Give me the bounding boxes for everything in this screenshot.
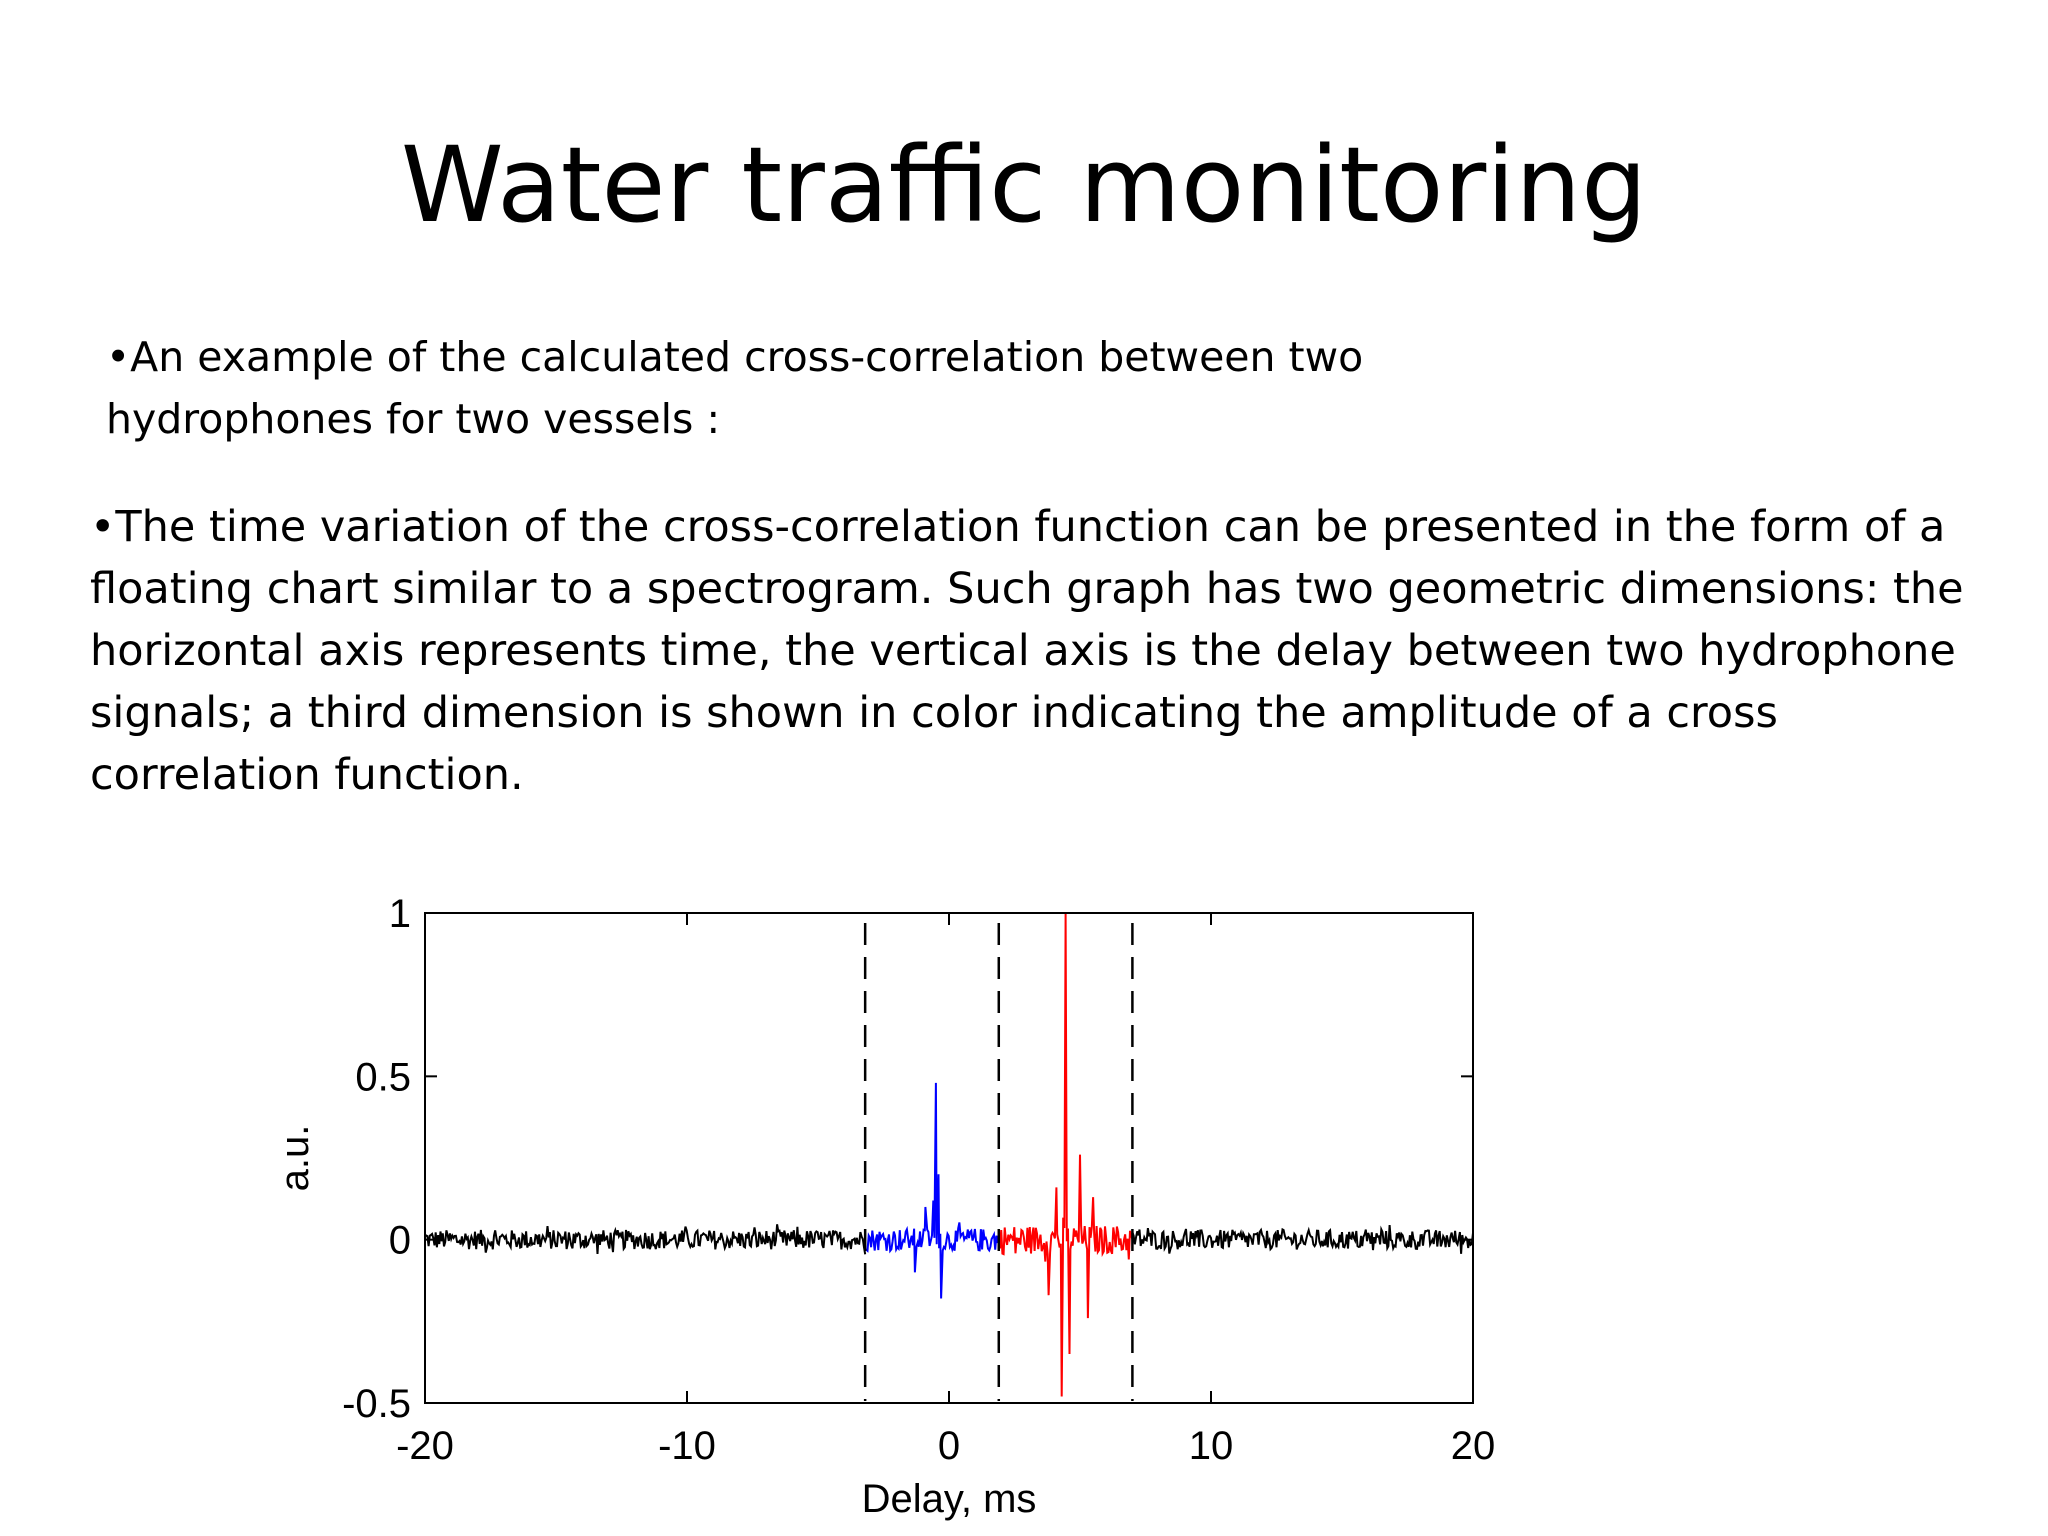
x-tick-label: -20 [396,1424,454,1468]
x-tick-label: 10 [1189,1424,1234,1468]
y-tick-label: 1 [389,892,411,936]
plot-frame [424,912,1474,1404]
series-line [1131,1225,1474,1254]
series-line [997,912,1134,1397]
slide-title: Water traffic monitoring [400,124,1648,246]
y-tick-label: 0 [389,1219,411,1263]
series-line [864,1082,1000,1299]
bullet-intro: •An example of the calculated cross-corr… [106,333,1364,443]
y-tick-label: -0.5 [342,1382,411,1426]
y-axis-label: a.u. [273,1125,317,1192]
x-axis-label: Delay, ms [862,1477,1037,1521]
bullet-description: •The time variation of the cross-correla… [90,502,1964,800]
x-tick-label: 20 [1451,1424,1496,1468]
series-line [424,1224,867,1255]
x-tick-label: -10 [658,1424,716,1468]
y-tick-label: 0.5 [355,1055,411,1099]
x-tick-label: 0 [938,1424,960,1468]
